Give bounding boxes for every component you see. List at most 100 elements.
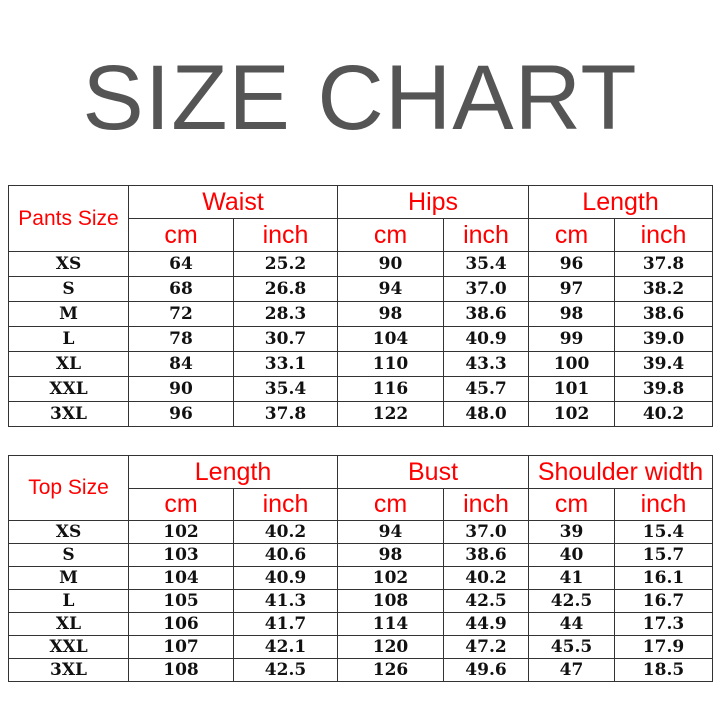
value-cell: 42.5 [233,658,338,682]
value-cell: 30.7 [232,326,339,352]
value-cell: 39.0 [614,326,714,352]
group-header: Waist [127,185,339,219]
value-cell: 107 [128,635,234,659]
size-cell: M [8,301,129,327]
table-row: XL 84 33.1 110 43.3 100 39.4 [8,351,714,377]
value-cell: 104 [128,566,234,590]
table-row: S 103 40.6 98 38.6 40 15.7 [8,543,714,567]
value-cell: 45.5 [528,635,615,659]
size-cell: 3XL [8,658,129,682]
value-cell: 28.3 [232,301,339,327]
table-row: L 105 41.3 108 42.5 42.5 16.7 [8,589,714,613]
value-cell: 40.6 [233,543,338,567]
value-cell: 72 [128,301,234,327]
value-cell: 104 [337,326,445,352]
value-cell: 37.8 [232,401,339,427]
unit-header: cm [337,488,444,521]
table-row: XL 106 41.7 114 44.9 44 17.3 [8,612,714,636]
value-cell: 41.3 [233,589,338,613]
size-cell: M [8,566,129,590]
value-cell: 37.8 [614,251,714,277]
size-cell: XS [8,251,129,277]
size-cell: S [8,543,129,567]
value-cell: 78 [128,326,234,352]
value-cell: 108 [337,589,444,613]
unit-header: inch [443,218,530,252]
value-cell: 114 [337,612,444,636]
value-cell: 47.2 [443,635,529,659]
group-header: Length [528,185,714,219]
size-cell: XXL [8,376,129,402]
value-cell: 110 [337,351,445,377]
size-cell: L [8,326,129,352]
group-header: Shoulder width [527,455,714,489]
value-cell: 17.3 [613,612,714,636]
value-cell: 102 [528,401,616,427]
top-size-table: Top Size Length Bust Shoulder width cm inch cm… [8,455,714,682]
value-cell: 84 [128,351,234,377]
size-cell: XL [8,351,129,377]
value-cell: 17.9 [613,635,714,659]
value-cell: 25.2 [232,251,339,277]
unit-header: cm [128,488,234,521]
value-cell: 102 [128,520,234,544]
size-cell: XS [8,520,129,544]
value-cell: 26.8 [232,276,339,302]
value-cell: 120 [337,635,444,659]
unit-header-row: cm inch cm inch cm inch [9,488,714,521]
value-cell: 37.0 [443,276,530,302]
table-row: 3XL 96 37.8 122 48.0 102 40.2 [8,401,714,427]
value-cell: 38.6 [443,301,530,327]
group-header-row: Top Size Length Bust Shoulder width [8,455,714,521]
size-cell: L [8,589,129,613]
unit-header: cm [128,218,234,252]
value-cell: 64 [128,251,234,277]
value-cell: 40.9 [233,566,338,590]
unit-header: cm [528,218,616,252]
value-cell: 108 [128,658,234,682]
value-cell: 40.9 [443,326,530,352]
value-cell: 94 [337,520,444,544]
group-header: Hips [337,185,530,219]
value-cell: 101 [528,376,616,402]
value-cell: 35.4 [443,251,530,277]
value-cell: 16.1 [613,566,714,590]
value-cell: 106 [128,612,234,636]
value-cell: 98 [337,301,445,327]
value-cell: 42.5 [528,589,615,613]
value-cell: 94 [337,276,445,302]
unit-header: inch [233,488,338,521]
unit-header: cm [528,488,615,521]
table-row: XXL 90 35.4 116 45.7 101 39.8 [8,376,714,402]
value-cell: 45.7 [443,376,530,402]
value-cell: 43.3 [443,351,530,377]
value-cell: 41.7 [233,612,338,636]
value-cell: 35.4 [232,376,339,402]
value-cell: 18.5 [613,658,714,682]
value-cell: 102 [337,566,444,590]
value-cell: 103 [128,543,234,567]
value-cell: 105 [128,589,234,613]
group-header-row: Pants Size Waist Hips Length [8,185,714,252]
value-cell: 33.1 [232,351,339,377]
table-row: M 104 40.9 102 40.2 41 16.1 [8,566,714,590]
value-cell: 42.1 [233,635,338,659]
table-row: 3XL 108 42.5 126 49.6 47 18.5 [8,658,714,682]
value-cell: 116 [337,376,445,402]
table-row: M 72 28.3 98 38.6 98 38.6 [8,301,714,327]
value-cell: 44.9 [443,612,529,636]
value-cell: 40.2 [614,401,714,427]
value-cell: 39 [528,520,615,544]
value-cell: 37.0 [443,520,529,544]
table-row: XS 64 25.2 90 35.4 96 37.8 [8,251,714,277]
value-cell: 90 [337,251,445,277]
value-cell: 49.6 [443,658,529,682]
page-title: SIZE CHART [82,47,638,149]
value-cell: 16.7 [613,589,714,613]
unit-header: inch [614,218,714,252]
value-cell: 38.2 [614,276,714,302]
value-cell: 39.8 [614,376,714,402]
value-cell: 42.5 [443,589,529,613]
unit-header: inch [613,488,714,521]
value-cell: 39.4 [614,351,714,377]
